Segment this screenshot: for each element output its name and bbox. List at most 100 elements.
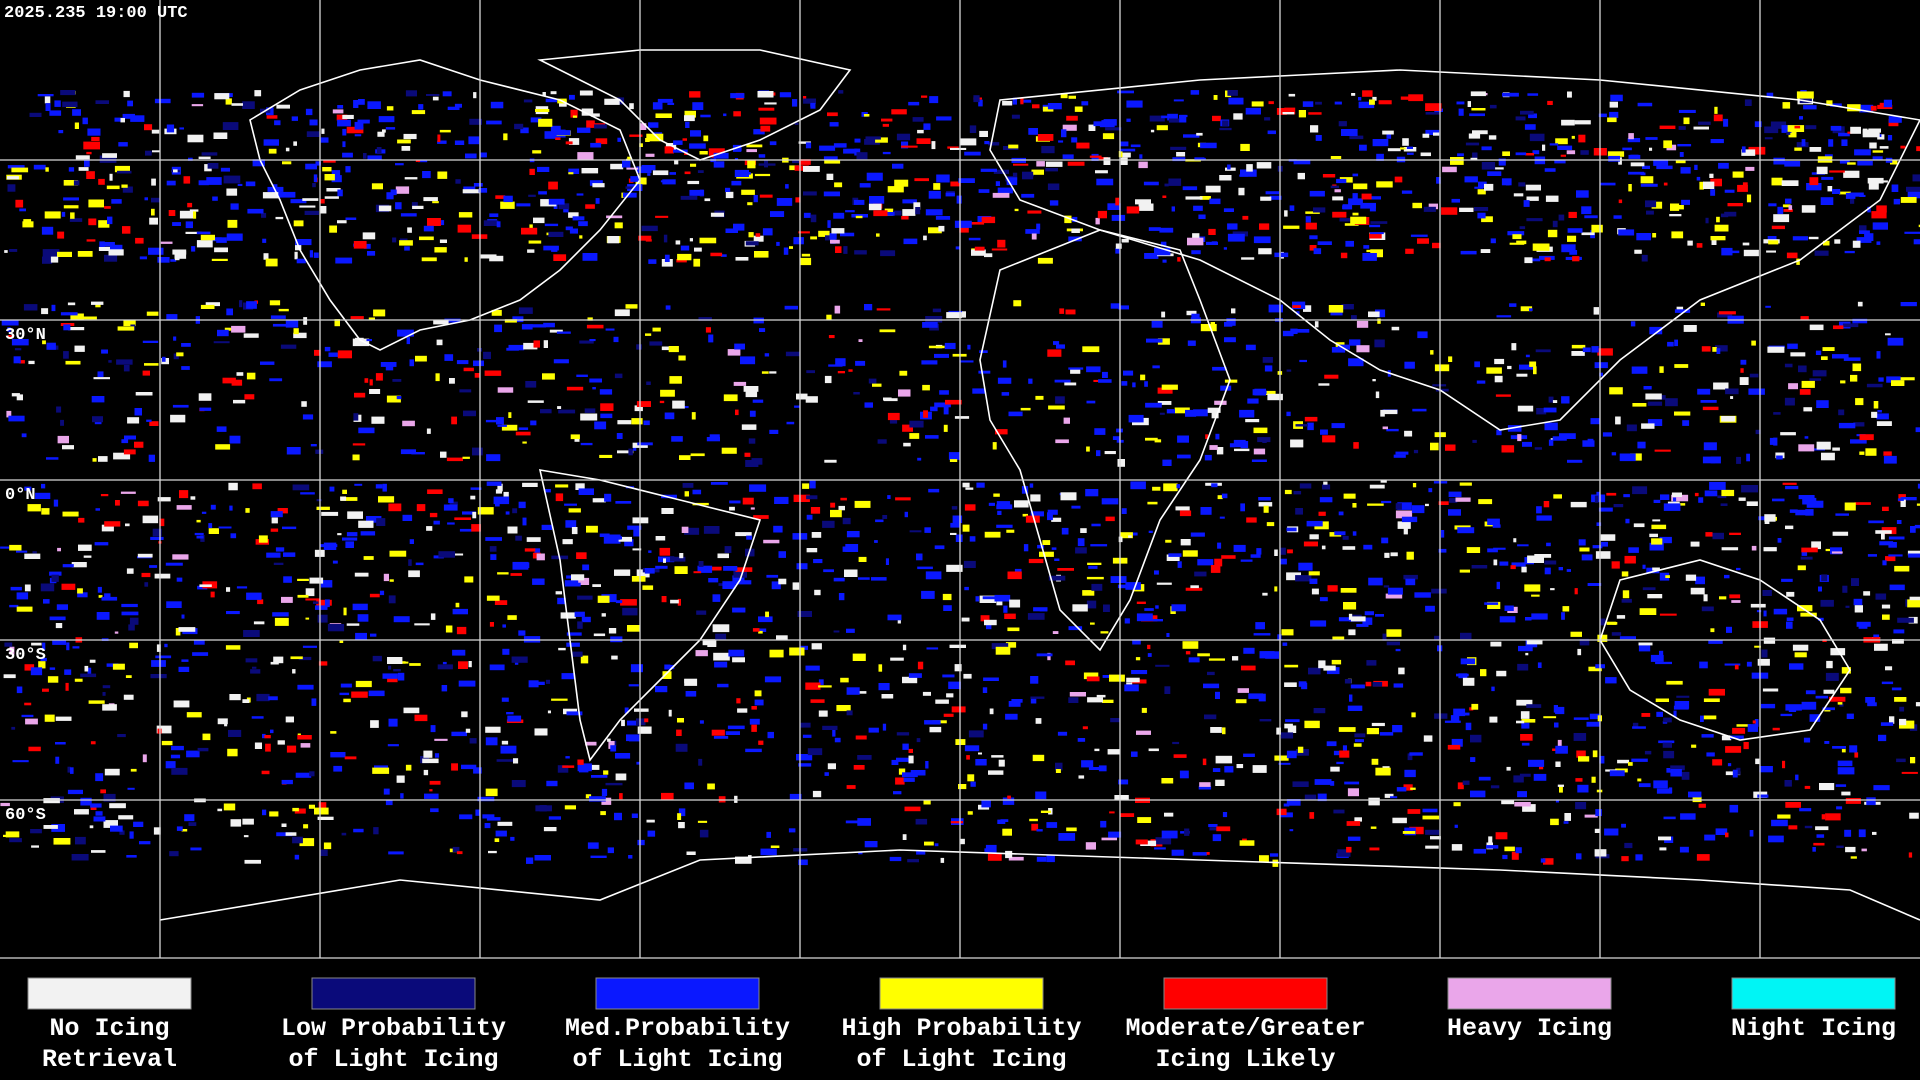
icing-cell xyxy=(818,685,832,688)
icing-cell xyxy=(1395,510,1413,519)
icing-cell xyxy=(736,698,741,704)
icing-cell xyxy=(578,488,594,495)
icing-cell xyxy=(97,371,104,377)
icing-cell xyxy=(1135,199,1151,205)
icing-cell xyxy=(1907,191,1920,199)
icing-cell xyxy=(106,185,120,190)
icing-cell xyxy=(268,696,278,701)
icing-cell xyxy=(386,192,394,200)
icing-cell xyxy=(1844,250,1855,254)
icing-cell xyxy=(684,527,700,535)
icing-cell xyxy=(629,103,634,110)
icing-cell xyxy=(485,419,501,423)
icing-cell xyxy=(199,407,212,411)
icing-cell xyxy=(1459,207,1474,212)
icing-cell xyxy=(508,344,525,351)
icing-cell xyxy=(1883,451,1892,456)
icing-cell xyxy=(572,651,583,657)
icing-cell xyxy=(273,562,284,565)
icing-cell xyxy=(155,655,172,659)
icing-cell xyxy=(1372,682,1383,687)
icing-cell xyxy=(417,159,428,163)
icing-cell xyxy=(770,211,785,217)
icing-cell xyxy=(309,119,318,126)
icing-cell xyxy=(314,349,321,356)
icing-cell xyxy=(1299,483,1312,489)
icing-cell xyxy=(1320,429,1328,435)
icing-cell xyxy=(684,678,698,686)
icing-cell xyxy=(1521,742,1530,746)
icing-cell xyxy=(887,614,902,621)
icing-cell xyxy=(1486,367,1502,374)
icing-cell xyxy=(156,725,172,734)
icing-cell xyxy=(1131,751,1138,757)
icing-cell xyxy=(281,779,293,785)
icing-cell xyxy=(1433,132,1440,136)
icing-cell xyxy=(747,202,753,206)
icing-cell xyxy=(95,773,104,782)
icing-cell xyxy=(528,194,536,197)
icing-cell xyxy=(367,251,376,256)
icing-cell xyxy=(473,183,483,187)
icing-cell xyxy=(148,247,164,255)
icing-cell xyxy=(424,793,439,799)
icing-cell xyxy=(1031,233,1037,240)
icing-cell xyxy=(520,127,529,134)
icing-cell xyxy=(1008,701,1021,707)
icing-cell xyxy=(388,851,404,855)
icing-cell xyxy=(693,571,702,574)
icing-cell xyxy=(1709,481,1726,490)
icing-cell xyxy=(1128,414,1144,423)
icing-cell xyxy=(21,714,34,718)
icing-cell xyxy=(1101,498,1119,505)
icing-cell xyxy=(1065,660,1075,666)
icing-cell xyxy=(1837,702,1843,705)
icing-cell xyxy=(1068,367,1084,370)
icing-cell xyxy=(226,188,238,196)
icing-cell xyxy=(1296,311,1300,316)
icing-cell xyxy=(883,397,892,401)
icing-cell xyxy=(1699,181,1704,190)
icing-cell xyxy=(572,115,577,118)
icing-cell xyxy=(1913,239,1920,245)
icing-cell xyxy=(655,215,669,218)
icing-cell xyxy=(1185,587,1203,591)
icing-cell xyxy=(1566,150,1576,155)
icing-cell xyxy=(734,158,739,161)
icing-cell xyxy=(125,675,132,678)
icing-cell xyxy=(735,532,752,537)
icing-cell xyxy=(1369,233,1382,239)
icing-cell xyxy=(689,143,706,149)
icing-cell xyxy=(1025,515,1040,523)
icing-cell xyxy=(737,708,748,713)
icing-cell xyxy=(1859,225,1867,232)
icing-cell xyxy=(902,772,918,778)
icing-cell xyxy=(1487,518,1500,525)
icing-cell xyxy=(811,643,822,650)
icing-cell xyxy=(864,841,878,848)
icing-cell xyxy=(402,420,415,427)
icing-cell xyxy=(530,117,542,123)
icing-cell xyxy=(909,530,922,533)
icing-cell xyxy=(1200,324,1217,332)
icing-cell xyxy=(1386,629,1402,637)
icing-cell xyxy=(144,124,153,131)
icing-cell xyxy=(1407,809,1421,814)
icing-cell xyxy=(144,197,148,201)
icing-cell xyxy=(294,808,306,814)
icing-cell xyxy=(1274,252,1289,258)
icing-cell xyxy=(422,171,431,179)
icing-cell xyxy=(111,199,122,204)
legend-swatch xyxy=(1163,977,1328,1010)
icing-cell xyxy=(732,657,745,663)
icing-cell xyxy=(1609,770,1625,777)
icing-cell xyxy=(114,165,130,173)
icing-cell xyxy=(1130,144,1141,148)
icing-cell xyxy=(752,399,764,403)
icing-cell xyxy=(1168,178,1182,186)
icing-cell xyxy=(916,553,923,561)
icing-cell xyxy=(1293,491,1302,495)
icing-cell xyxy=(1568,211,1577,218)
icing-cell xyxy=(1101,837,1117,841)
icing-cell xyxy=(345,217,357,220)
